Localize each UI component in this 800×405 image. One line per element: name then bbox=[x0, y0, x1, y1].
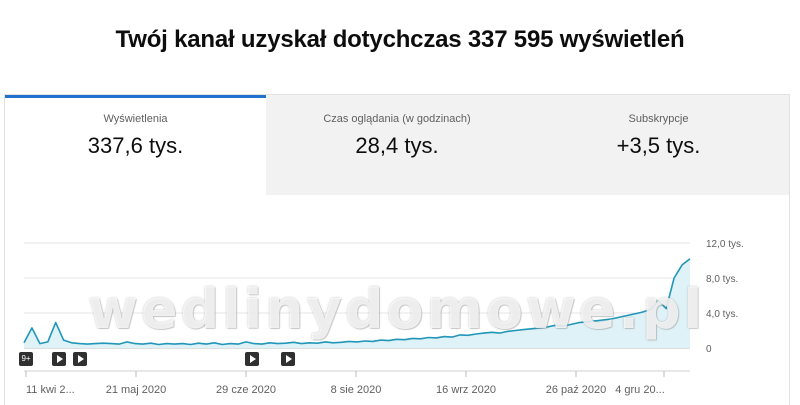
play-icon bbox=[78, 355, 84, 363]
tab-views-value: 337,6 tys. bbox=[87, 133, 184, 158]
metric-tabs: Wyświetlenia 337,6 tys. Czas oglądania (… bbox=[5, 95, 789, 195]
chart-series bbox=[23, 258, 691, 348]
video-marker-multi[interactable]: 9+ bbox=[19, 352, 33, 366]
tab-views[interactable]: Wyświetlenia 337,6 tys. bbox=[5, 95, 266, 195]
y-tick-label: 12,0 tys. bbox=[706, 239, 744, 250]
y-tick-label: 4,0 tys. bbox=[706, 309, 738, 320]
series-line bbox=[23, 258, 691, 346]
play-icon bbox=[286, 355, 292, 363]
tab-watch-time[interactable]: Czas oglądania (w godzinach) 28,4 tys. bbox=[266, 95, 528, 195]
x-tick-label: 16 wrz 2020 bbox=[436, 384, 496, 396]
play-icon bbox=[57, 355, 63, 363]
tab-subscriptions-value: +3,5 tys. bbox=[616, 133, 701, 158]
x-axis: 11 kwi 2... 21 maj 2020 29 cze 2020 8 sie 2… bbox=[24, 370, 690, 396]
play-icon bbox=[250, 355, 256, 363]
analytics-card: Wyświetlenia 337,6 tys. Czas oglądania (… bbox=[4, 94, 790, 405]
video-marker[interactable] bbox=[281, 352, 295, 366]
tab-views-label: Wyświetlenia bbox=[103, 113, 168, 125]
x-tick-label: 11 kwi 2... bbox=[26, 384, 75, 396]
tab-subscriptions[interactable]: Subskrypcje +3,5 tys. bbox=[528, 95, 789, 195]
y-tick-label: 8,0 tys. bbox=[706, 274, 738, 285]
page-headline: Twój kanał uzyskał dotychczas 337 595 wy… bbox=[115, 26, 685, 53]
video-marker[interactable] bbox=[73, 352, 87, 366]
video-marker[interactable] bbox=[52, 352, 66, 366]
x-tick-label: 21 maj 2020 bbox=[106, 384, 167, 396]
tab-watch-time-label: Czas oglądania (w godzinach) bbox=[323, 113, 471, 125]
video-marker-count: 9+ bbox=[21, 354, 31, 363]
video-marker[interactable] bbox=[245, 352, 259, 366]
x-tick-label: 26 paź 2020 bbox=[546, 384, 607, 396]
y-axis: 0 4,0 tys. 8,0 tys. 12,0 tys. bbox=[706, 239, 744, 355]
series-area bbox=[24, 258, 690, 348]
x-tick-label: 4 gru 20... bbox=[615, 384, 665, 396]
tab-subscriptions-label: Subskrypcje bbox=[628, 113, 689, 125]
tab-watch-time-value: 28,4 tys. bbox=[355, 133, 439, 158]
x-tick-label: 29 cze 2020 bbox=[216, 384, 276, 396]
x-tick-label: 8 sie 2020 bbox=[331, 384, 382, 396]
y-tick-label: 0 bbox=[706, 344, 712, 355]
